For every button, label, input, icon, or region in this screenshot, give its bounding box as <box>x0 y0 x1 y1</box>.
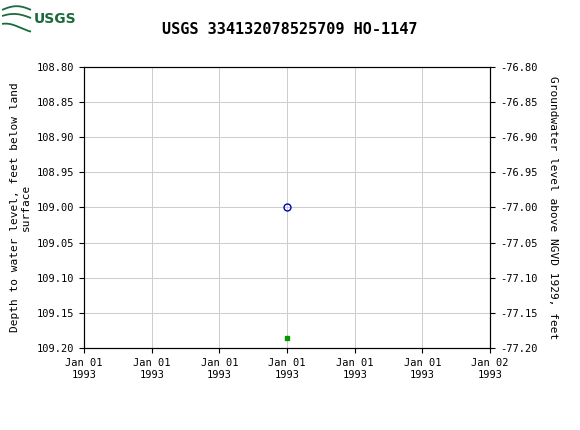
Text: USGS 334132078525709 HO-1147: USGS 334132078525709 HO-1147 <box>162 22 418 37</box>
FancyBboxPatch shape <box>1 3 53 36</box>
Y-axis label: Groundwater level above NGVD 1929, feet: Groundwater level above NGVD 1929, feet <box>549 76 559 339</box>
Text: USGS: USGS <box>34 12 76 26</box>
Y-axis label: Depth to water level, feet below land
surface: Depth to water level, feet below land su… <box>10 83 31 332</box>
